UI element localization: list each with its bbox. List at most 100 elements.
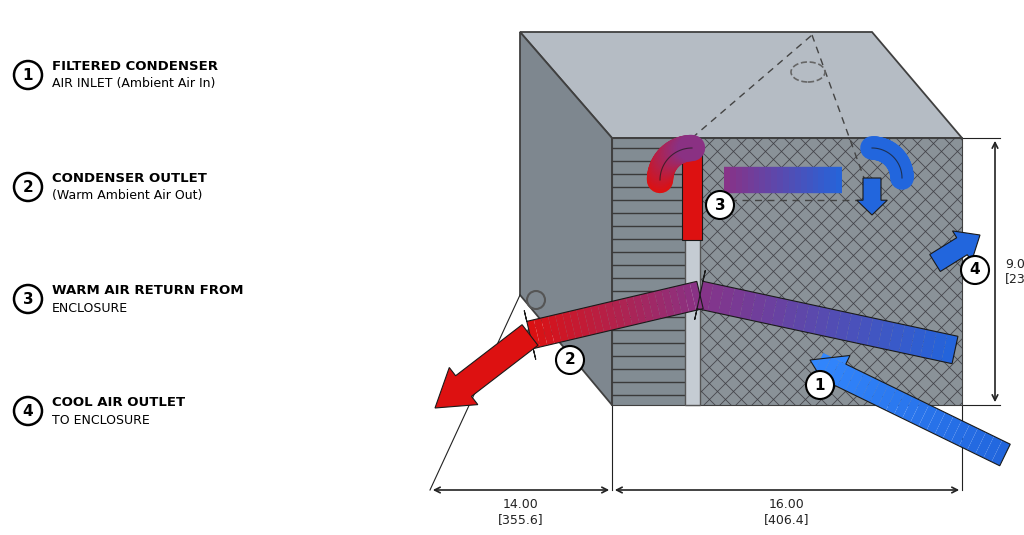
Text: 1: 1 bbox=[23, 67, 33, 82]
Circle shape bbox=[706, 191, 734, 219]
FancyArrow shape bbox=[676, 285, 689, 314]
FancyArrow shape bbox=[921, 330, 937, 359]
Circle shape bbox=[14, 397, 42, 425]
FancyArrow shape bbox=[930, 231, 980, 271]
FancyArrow shape bbox=[919, 404, 937, 430]
FancyArrow shape bbox=[654, 290, 668, 319]
FancyArrow shape bbox=[577, 308, 590, 337]
FancyArrow shape bbox=[976, 432, 994, 458]
FancyArrow shape bbox=[534, 318, 548, 347]
FancyArrow shape bbox=[902, 397, 921, 422]
Text: 9.06
[230.1]: 9.06 [230.1] bbox=[1005, 257, 1024, 286]
Text: ENCLOSURE: ENCLOSURE bbox=[52, 302, 128, 315]
FancyArrow shape bbox=[829, 361, 848, 387]
FancyArrow shape bbox=[869, 381, 889, 407]
FancyArrow shape bbox=[640, 293, 653, 322]
FancyArrow shape bbox=[846, 369, 864, 394]
FancyArrow shape bbox=[739, 291, 756, 320]
FancyArrow shape bbox=[894, 393, 912, 418]
Text: 14.00
[355.6]: 14.00 [355.6] bbox=[499, 498, 544, 526]
FancyArrow shape bbox=[605, 301, 618, 330]
FancyArrow shape bbox=[867, 318, 884, 348]
FancyArrow shape bbox=[941, 334, 957, 364]
FancyArrow shape bbox=[524, 310, 541, 360]
FancyArrow shape bbox=[647, 292, 660, 320]
FancyArrow shape bbox=[935, 412, 953, 438]
FancyArrow shape bbox=[662, 288, 675, 317]
FancyArrow shape bbox=[718, 286, 735, 316]
FancyArrow shape bbox=[618, 298, 633, 327]
FancyArrow shape bbox=[669, 286, 682, 315]
Circle shape bbox=[806, 371, 834, 399]
FancyArrow shape bbox=[856, 316, 872, 346]
Text: AIR INLET (Ambient Air In): AIR INLET (Ambient Air In) bbox=[52, 78, 215, 90]
FancyArrow shape bbox=[878, 385, 896, 410]
FancyArrow shape bbox=[584, 307, 597, 335]
FancyArrow shape bbox=[694, 270, 714, 319]
Circle shape bbox=[961, 256, 989, 284]
Circle shape bbox=[14, 285, 42, 313]
FancyArrow shape bbox=[983, 437, 1002, 462]
Text: 3: 3 bbox=[23, 292, 34, 307]
Text: 1: 1 bbox=[815, 378, 825, 393]
Text: FILTERED CONDENSER: FILTERED CONDENSER bbox=[52, 60, 218, 73]
FancyArrow shape bbox=[951, 421, 970, 446]
Text: 16.00
[406.4]: 16.00 [406.4] bbox=[764, 498, 810, 526]
Polygon shape bbox=[685, 138, 700, 405]
Polygon shape bbox=[612, 138, 692, 405]
Circle shape bbox=[556, 346, 584, 374]
FancyArrow shape bbox=[821, 357, 840, 383]
FancyArrow shape bbox=[886, 389, 904, 414]
Text: 4: 4 bbox=[23, 403, 34, 418]
Text: CONDENSER OUTLET: CONDENSER OUTLET bbox=[52, 172, 207, 186]
FancyArrow shape bbox=[803, 304, 820, 334]
FancyArrow shape bbox=[814, 307, 830, 336]
FancyArrow shape bbox=[569, 310, 583, 339]
FancyArrow shape bbox=[626, 296, 639, 325]
FancyArrow shape bbox=[782, 300, 799, 330]
FancyArrow shape bbox=[959, 424, 978, 450]
FancyArrow shape bbox=[943, 417, 962, 442]
FancyArrow shape bbox=[761, 295, 777, 325]
FancyArrow shape bbox=[846, 314, 862, 343]
FancyArrow shape bbox=[927, 409, 945, 434]
FancyArrow shape bbox=[853, 373, 872, 399]
Circle shape bbox=[14, 173, 42, 201]
FancyArrow shape bbox=[729, 288, 745, 318]
Polygon shape bbox=[520, 32, 612, 405]
Text: 2: 2 bbox=[564, 353, 575, 368]
Text: (Warm Ambient Air Out): (Warm Ambient Air Out) bbox=[52, 189, 203, 203]
FancyArrow shape bbox=[708, 284, 724, 314]
FancyArrow shape bbox=[555, 313, 568, 342]
FancyArrow shape bbox=[910, 401, 929, 426]
FancyArrow shape bbox=[909, 327, 926, 357]
FancyArrow shape bbox=[690, 281, 703, 310]
FancyArrow shape bbox=[751, 293, 767, 323]
FancyArrow shape bbox=[771, 297, 787, 327]
FancyArrow shape bbox=[838, 365, 856, 391]
FancyArrow shape bbox=[548, 315, 561, 343]
FancyArrow shape bbox=[562, 311, 575, 340]
Text: 2: 2 bbox=[23, 180, 34, 195]
FancyArrow shape bbox=[861, 377, 881, 402]
FancyArrow shape bbox=[810, 353, 850, 394]
FancyArrow shape bbox=[968, 429, 986, 454]
Text: COOL AIR OUTLET: COOL AIR OUTLET bbox=[52, 396, 185, 409]
FancyArrow shape bbox=[793, 302, 809, 332]
Text: 3: 3 bbox=[715, 197, 725, 212]
Polygon shape bbox=[612, 138, 962, 405]
FancyArrow shape bbox=[931, 332, 947, 362]
FancyArrow shape bbox=[857, 178, 888, 215]
FancyArrow shape bbox=[824, 309, 841, 339]
Text: WARM AIR RETURN FROM: WARM AIR RETURN FROM bbox=[52, 285, 244, 297]
FancyArrow shape bbox=[541, 316, 554, 345]
FancyArrow shape bbox=[899, 325, 915, 355]
FancyArrow shape bbox=[888, 323, 905, 352]
FancyArrow shape bbox=[611, 300, 626, 328]
FancyArrow shape bbox=[878, 320, 894, 350]
FancyArrow shape bbox=[682, 148, 702, 240]
FancyArrow shape bbox=[813, 353, 831, 379]
Text: TO ENCLOSURE: TO ENCLOSURE bbox=[52, 414, 150, 426]
FancyArrow shape bbox=[633, 295, 646, 324]
Polygon shape bbox=[692, 138, 962, 405]
